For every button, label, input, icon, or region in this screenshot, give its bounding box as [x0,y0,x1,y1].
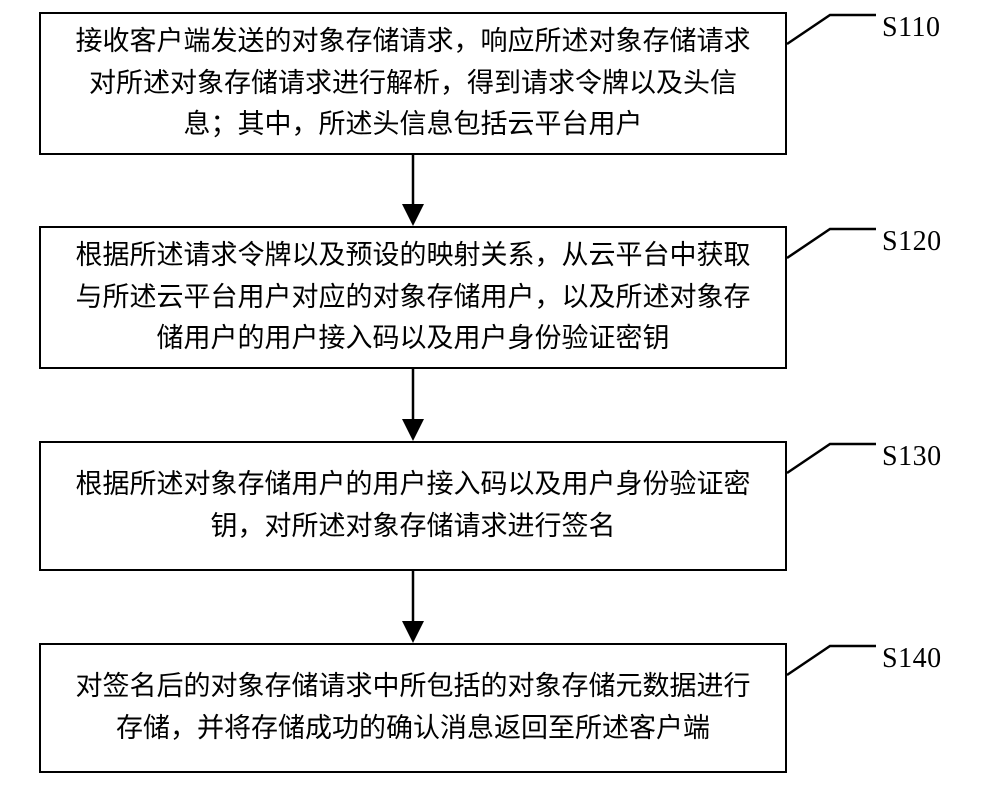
flow-node-text: 对签名后的对象存储请求中所包括的对象存储元数据进行存储，并将存储成功的确认消息返… [69,666,757,750]
step-label-s120: S120 [882,226,942,258]
step-label-s110: S110 [882,12,941,44]
flow-node-s130: 根据所述对象存储用户的用户接入码以及用户身份验证密钥，对所述对象存储请求进行签名 [39,441,787,571]
flow-node-text: 接收客户端发送的对象存储请求，响应所述对象存储请求对所述对象存储请求进行解析，得… [69,21,757,147]
flow-node-text: 根据所述对象存储用户的用户接入码以及用户身份验证密钥，对所述对象存储请求进行签名 [69,464,757,548]
step-label-s140: S140 [882,643,942,675]
flow-node-s110: 接收客户端发送的对象存储请求，响应所述对象存储请求对所述对象存储请求进行解析，得… [39,12,787,155]
flowchart-canvas: 接收客户端发送的对象存储请求，响应所述对象存储请求对所述对象存储请求进行解析，得… [0,0,1000,808]
flow-node-s120: 根据所述请求令牌以及预设的映射关系，从云平台中获取与所述云平台用户对应的对象存储… [39,226,787,369]
flow-node-s140: 对签名后的对象存储请求中所包括的对象存储元数据进行存储，并将存储成功的确认消息返… [39,643,787,773]
step-label-s130: S130 [882,441,942,473]
flow-node-text: 根据所述请求令牌以及预设的映射关系，从云平台中获取与所述云平台用户对应的对象存储… [69,235,757,361]
